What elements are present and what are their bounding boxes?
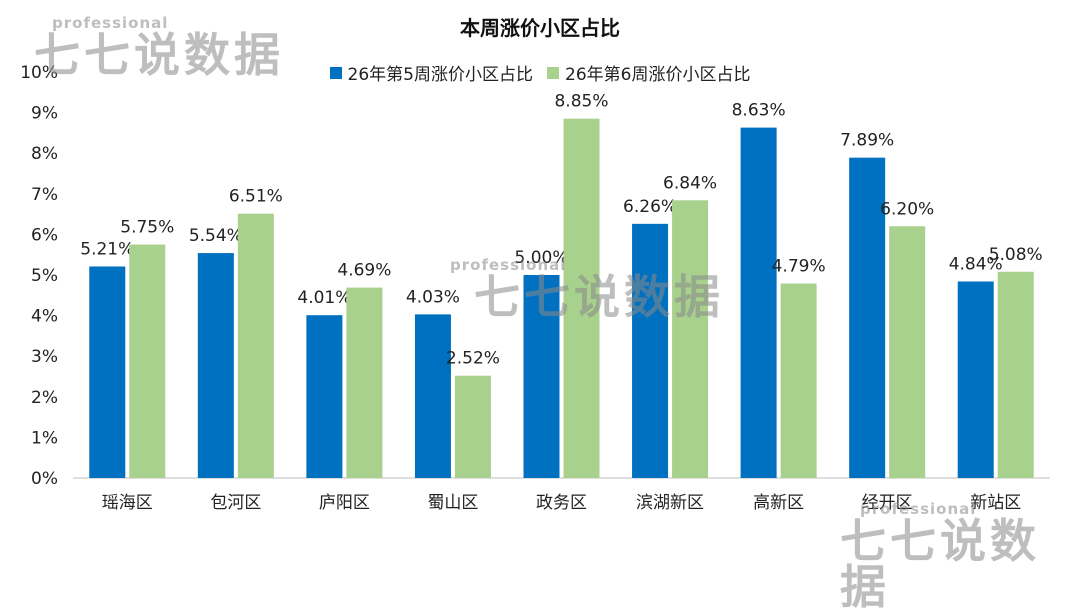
data-label-week6: 4.69% bbox=[337, 261, 391, 281]
data-label-week6: 6.51% bbox=[229, 187, 283, 207]
bar-week5 bbox=[197, 253, 234, 478]
data-label-week6: 4.79% bbox=[772, 257, 826, 277]
data-label-week6: 5.08% bbox=[989, 245, 1043, 265]
bar-week6 bbox=[889, 226, 926, 478]
y-tick-label: 0% bbox=[31, 469, 58, 489]
y-tick-label: 2% bbox=[31, 388, 58, 408]
y-tick-label: 5% bbox=[31, 266, 58, 286]
bar-week5 bbox=[523, 275, 560, 478]
y-tick-label: 9% bbox=[31, 104, 58, 124]
data-label-week5: 5.54% bbox=[189, 226, 243, 246]
data-label-week5: 7.89% bbox=[840, 131, 894, 151]
x-tick-label: 包河区 bbox=[210, 493, 261, 513]
bar-week5 bbox=[957, 281, 994, 478]
data-label-week5: 6.26% bbox=[623, 197, 677, 217]
bar-week5 bbox=[849, 157, 886, 478]
y-tick-label: 8% bbox=[31, 144, 58, 164]
chart-title: 本周涨价小区占比 bbox=[460, 16, 620, 40]
x-tick-label: 蜀山区 bbox=[427, 493, 478, 513]
legend-item-week6: 26年第6周涨价小区占比 bbox=[547, 60, 750, 85]
data-label-week6: 5.75% bbox=[120, 218, 174, 238]
data-label-week6: 8.85% bbox=[554, 92, 608, 112]
data-label-week6: 6.84% bbox=[663, 173, 717, 193]
data-label-week5: 5.00% bbox=[514, 248, 568, 268]
legend-swatch-week5 bbox=[329, 66, 342, 79]
bar-week6 bbox=[129, 244, 166, 478]
data-label-week5: 4.03% bbox=[406, 287, 460, 307]
x-tick-label: 新站区 bbox=[970, 493, 1021, 513]
legend-label-week5: 26年第5周涨价小区占比 bbox=[347, 65, 533, 85]
data-label-week5: 5.21% bbox=[80, 239, 134, 259]
legend-item-week5: 26年第5周涨价小区占比 bbox=[329, 60, 533, 85]
y-tick-label: 6% bbox=[31, 225, 58, 245]
bar-week6 bbox=[780, 283, 817, 478]
bar-week6 bbox=[997, 271, 1034, 478]
y-tick-label: 10% bbox=[20, 63, 58, 83]
x-tick-label: 经开区 bbox=[862, 493, 913, 513]
bar-week5 bbox=[740, 127, 777, 478]
bar-week5 bbox=[632, 223, 669, 478]
data-label-week6: 2.52% bbox=[446, 349, 500, 369]
bar-week6 bbox=[563, 118, 600, 478]
data-label-week5: 8.63% bbox=[732, 101, 786, 121]
x-tick-label: 滨湖新区 bbox=[636, 493, 704, 513]
bar-week6 bbox=[346, 287, 383, 478]
data-label-week5: 4.84% bbox=[949, 254, 1003, 274]
bar-week6 bbox=[672, 200, 709, 478]
bar-week5 bbox=[306, 315, 343, 478]
bar-chart: 0% 1% 2% 3% 4% 5% 6% 7% 8% 9% 10% 5.21%5.75% 瑶海区 5.54… bbox=[20, 63, 1050, 513]
legend-swatch-week6 bbox=[547, 66, 559, 79]
x-tick-label: 庐阳区 bbox=[319, 493, 370, 513]
bar-week6 bbox=[237, 213, 274, 478]
y-tick-label: 7% bbox=[31, 185, 58, 205]
y-tick-label: 4% bbox=[31, 307, 58, 327]
bar-week5 bbox=[414, 314, 451, 478]
data-label-week5: 4.01% bbox=[297, 288, 351, 308]
data-label-week6: 6.20% bbox=[880, 199, 934, 219]
y-tick-label: 1% bbox=[31, 428, 58, 448]
x-tick-label: 政务区 bbox=[536, 493, 587, 513]
bar-week6 bbox=[454, 375, 491, 478]
x-tick-label: 高新区 bbox=[753, 493, 804, 513]
y-tick-label: 3% bbox=[31, 347, 58, 367]
bar-week5 bbox=[89, 266, 126, 478]
legend: 26年第5周涨价小区占比 26年第6周涨价小区占比 bbox=[0, 60, 1080, 85]
x-tick-label: 瑶海区 bbox=[102, 493, 153, 513]
legend-label-week6: 26年第6周涨价小区占比 bbox=[565, 65, 751, 85]
